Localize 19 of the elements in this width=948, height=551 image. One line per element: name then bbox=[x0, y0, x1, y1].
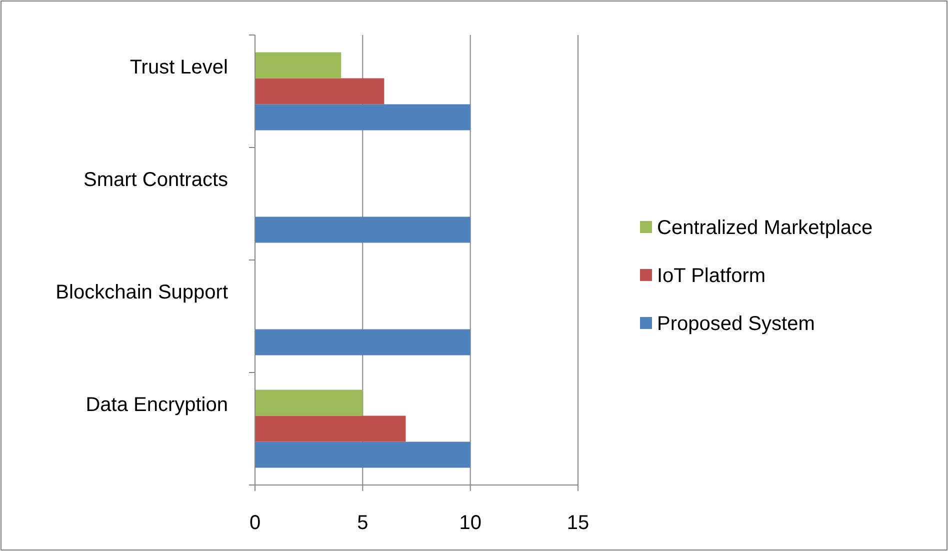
y-tick-label: Trust Level bbox=[130, 56, 228, 78]
legend-label: IoT Platform bbox=[657, 265, 766, 287]
legend-label: Centralized Marketplace bbox=[657, 217, 873, 239]
bar bbox=[255, 52, 342, 78]
x-tick-label: 0 bbox=[249, 512, 261, 534]
x-tick-label: 10 bbox=[459, 512, 482, 534]
bar bbox=[255, 216, 470, 243]
bar bbox=[255, 442, 470, 468]
bar bbox=[255, 78, 384, 104]
x-tick-label: 15 bbox=[566, 512, 590, 534]
bar bbox=[255, 104, 470, 130]
bar bbox=[255, 416, 406, 442]
bar bbox=[255, 329, 470, 356]
x-tick-label: 5 bbox=[357, 512, 368, 534]
legend-label: Proposed System bbox=[657, 313, 815, 335]
bar bbox=[255, 390, 363, 416]
y-tick-label: Data Encryption bbox=[86, 394, 228, 416]
y-tick-label: Smart Contracts bbox=[84, 168, 228, 191]
y-tick-label: Blockchain Support bbox=[56, 281, 228, 304]
